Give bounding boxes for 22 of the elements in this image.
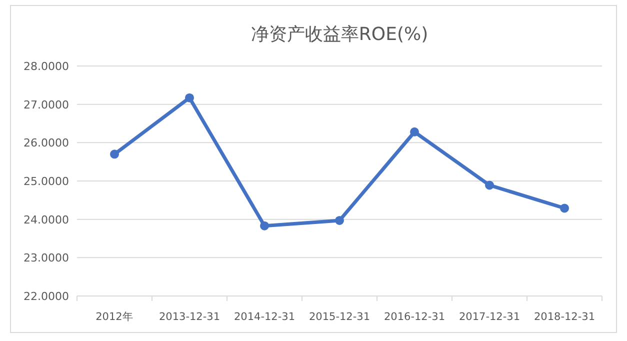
chart-title: 净资产收益率ROE(%) [250,24,428,45]
point [485,180,494,190]
point [410,127,419,136]
x-tick-label: 2017-12-31 [458,311,520,323]
point [260,221,269,230]
y-tick-label: 27.0000 [24,98,69,112]
x-tick-label: 2012年 [96,311,134,323]
y-tick-label: 23.0000 [24,252,69,265]
point [185,93,194,102]
point [110,150,119,159]
y-tick-label: 28.0000 [24,60,69,73]
x-tick-label: 2018-12-31 [534,311,596,323]
point [335,216,344,225]
x-tick-label: 2015-12-31 [308,311,370,323]
point [560,204,569,213]
x-tick-label: 2013-12-31 [158,311,220,323]
y-tick-label: 22.0000 [24,290,69,303]
x-tick-label: 2014-12-31 [234,311,296,323]
y-tick-label: 25.0000 [24,175,69,188]
x-tick-label: 2016-12-31 [384,311,446,323]
y-tick-label: 26.0000 [24,136,69,150]
y-tick-label: 24.0000 [24,213,69,226]
